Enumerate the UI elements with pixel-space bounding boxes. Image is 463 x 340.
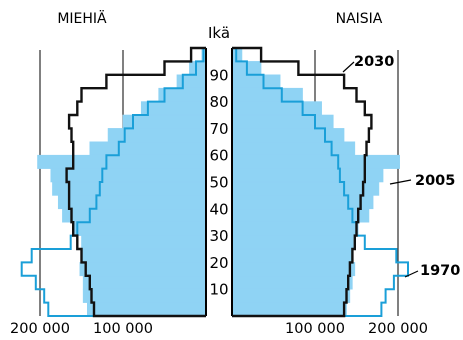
bar-2005-male-20 xyxy=(81,248,207,263)
series-2005-layer xyxy=(37,47,400,317)
chart-labels: MIEHIÄ NAISIA Ikä 102030405060708090200 … xyxy=(10,9,460,337)
bar-2005-male-35 xyxy=(62,208,207,223)
bar-2005-male-75 xyxy=(140,101,207,116)
bar-2005-male-25 xyxy=(81,235,207,250)
leader-line-2030 xyxy=(342,61,355,73)
bar-2005-female-75 xyxy=(231,101,322,116)
bar-2005-male-40 xyxy=(57,195,207,210)
bar-2005-female-15 xyxy=(231,262,356,277)
bar-2005-male-70 xyxy=(122,114,207,129)
bar-2005-male-30 xyxy=(72,221,207,236)
series-outline-layer xyxy=(20,46,409,318)
series-2030-female-outline xyxy=(232,46,373,318)
bar-2005-female-80 xyxy=(231,87,303,102)
bar-2005-male-80 xyxy=(158,87,207,102)
bar-2005-female-45 xyxy=(231,181,380,196)
bar-2005-female-50 xyxy=(231,168,384,183)
x-tick-label-3: 200 000 xyxy=(368,321,428,337)
age-label-10: 10 xyxy=(209,281,228,299)
bar-2005-female-65 xyxy=(231,128,345,143)
age-label-70: 70 xyxy=(209,120,228,138)
year-label-1970: 1970 xyxy=(420,263,460,279)
bar-2005-female-25 xyxy=(231,235,354,250)
bar-2005-male-10 xyxy=(82,275,207,290)
bar-2005-male-55 xyxy=(37,154,207,169)
bar-2005-female-20 xyxy=(231,248,353,263)
age-label-60: 60 xyxy=(209,147,228,165)
series-2030-male-outline xyxy=(65,46,206,318)
series-1970-male-outline xyxy=(20,47,206,317)
age-label-30: 30 xyxy=(209,227,228,245)
bar-2005-male-0 xyxy=(87,302,207,317)
bar-2005-female-0 xyxy=(231,302,347,317)
bar-2005-male-45 xyxy=(52,181,207,196)
bar-2005-female-10 xyxy=(231,275,353,290)
right-title: NAISIA xyxy=(336,11,383,27)
leader-line-2005 xyxy=(389,179,412,185)
bar-2005-female-85 xyxy=(231,74,281,89)
series-1970-female-outline xyxy=(232,47,409,317)
bar-2005-female-40 xyxy=(231,195,374,210)
leader-line-1970 xyxy=(404,270,419,278)
age-axis-title: Ikä xyxy=(208,24,230,42)
year-label-2005: 2005 xyxy=(415,173,455,189)
bar-2005-male-60 xyxy=(89,141,207,156)
age-label-40: 40 xyxy=(209,200,228,218)
bar-2005-male-5 xyxy=(82,288,207,303)
x-tick-label-2: 100 000 xyxy=(285,321,345,337)
bar-2005-male-50 xyxy=(50,168,207,183)
bar-2005-male-15 xyxy=(79,262,207,277)
bar-2005-female-70 xyxy=(231,114,334,129)
x-tick-label-1: 100 000 xyxy=(93,321,153,337)
age-label-90: 90 xyxy=(209,66,228,84)
x-tick-label-0: 200 000 xyxy=(10,321,70,337)
left-title: MIEHIÄ xyxy=(57,9,107,27)
bar-2005-female-60 xyxy=(231,141,356,156)
bar-2005-female-55 xyxy=(231,154,400,169)
age-label-20: 20 xyxy=(209,254,228,272)
bar-2005-female-35 xyxy=(231,208,370,223)
bar-2005-female-5 xyxy=(231,288,351,303)
bar-2005-male-85 xyxy=(176,74,207,89)
bar-2005-female-30 xyxy=(231,221,359,236)
bar-2005-male-90 xyxy=(189,61,207,76)
age-label-50: 50 xyxy=(209,174,228,192)
bar-2005-male-65 xyxy=(107,128,207,143)
age-label-80: 80 xyxy=(209,93,228,111)
year-label-2030: 2030 xyxy=(354,54,394,70)
